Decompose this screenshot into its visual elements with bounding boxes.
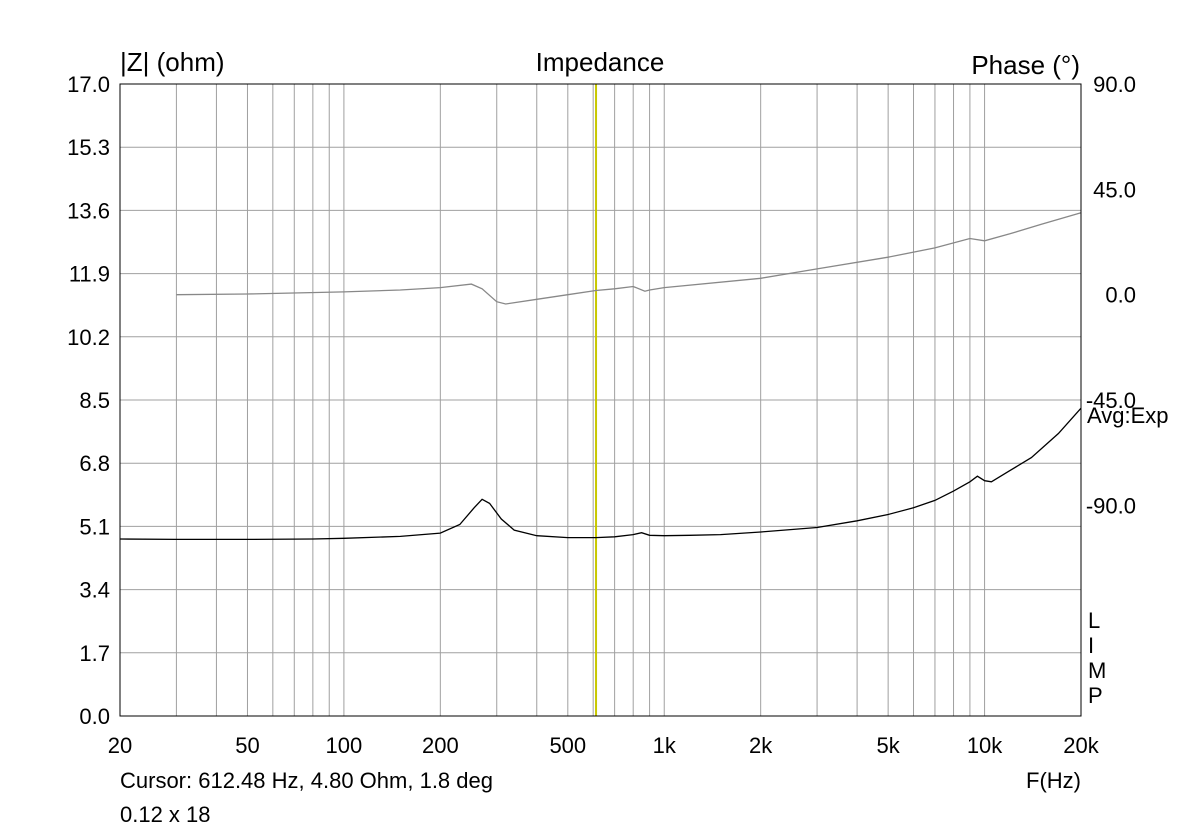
y-left-tick-label: 3.4 bbox=[79, 578, 110, 603]
plot-frame bbox=[119, 83, 1082, 717]
limp-letter: P bbox=[1088, 683, 1103, 708]
y-left-tick-label: 8.5 bbox=[79, 388, 110, 413]
cursor-readout: Cursor: 612.48 Hz, 4.80 Ohm, 1.8 deg bbox=[120, 768, 493, 793]
y-right-tick-label: -45.0 bbox=[1086, 388, 1136, 413]
x-tick-label: 10k bbox=[967, 733, 1003, 758]
y-right-tick-label: -90.0 bbox=[1086, 493, 1136, 518]
x-tick-label: 5k bbox=[877, 733, 901, 758]
x-tick-label: 100 bbox=[326, 733, 363, 758]
grid-lines bbox=[120, 84, 1081, 716]
limp-letter: M bbox=[1088, 658, 1106, 683]
y-left-tick-label: 15.3 bbox=[67, 135, 110, 160]
y-right-tick-label: 45.0 bbox=[1093, 177, 1136, 202]
y-right-tick-label: 0.0 bbox=[1105, 283, 1136, 308]
y-left-tick-label: 11.9 bbox=[69, 262, 110, 287]
x-tick-label: 2k bbox=[749, 733, 773, 758]
y-left-tick-labels: 0.0 1.7 3.4 5.1 6.8 8.5 10.2 11.9 13.6 15.3 17.0 bbox=[67, 72, 110, 729]
chart-title: Impedance bbox=[536, 47, 665, 77]
limp-letter: I bbox=[1088, 633, 1094, 658]
y-right-tick-label: 90.0 bbox=[1093, 72, 1136, 97]
x-tick-label: 200 bbox=[422, 733, 459, 758]
scale-readout: 0.12 x 18 bbox=[120, 802, 211, 827]
avg-label: Avg:Exp bbox=[1087, 403, 1169, 428]
y-left-tick-label: 5.1 bbox=[79, 514, 110, 539]
impedance-series-line bbox=[119, 407, 1082, 541]
y-left-tick-label: 6.8 bbox=[79, 451, 110, 476]
y-left-tick-label: 10.2 bbox=[67, 325, 110, 350]
x-tick-label: 20 bbox=[108, 733, 132, 758]
phase-series-line bbox=[176, 212, 1082, 305]
y-left-tick-label: 1.7 bbox=[79, 641, 110, 666]
y-left-tick-label: 13.6 bbox=[67, 198, 110, 223]
x-tick-label: 1k bbox=[653, 733, 677, 758]
y-left-tick-label: 17.0 bbox=[67, 72, 110, 97]
x-axis-label: F(Hz) bbox=[1026, 768, 1081, 793]
y-right-axis-label: Phase (°) bbox=[971, 50, 1080, 80]
x-tick-label: 500 bbox=[549, 733, 586, 758]
limp-letter: L bbox=[1088, 608, 1100, 633]
y-right-tick-labels: 90.0 45.0 0.0 -45.0 -90.0 bbox=[1086, 72, 1136, 518]
x-tick-label: 50 bbox=[235, 733, 259, 758]
x-tick-labels: 20 50 100 200 500 1k 2k 5k 10k 20k bbox=[108, 733, 1100, 758]
y-left-tick-label: 0.0 bbox=[79, 704, 110, 729]
x-tick-label: 20k bbox=[1063, 733, 1099, 758]
y-left-axis-label: |Z| (ohm) bbox=[120, 47, 225, 77]
